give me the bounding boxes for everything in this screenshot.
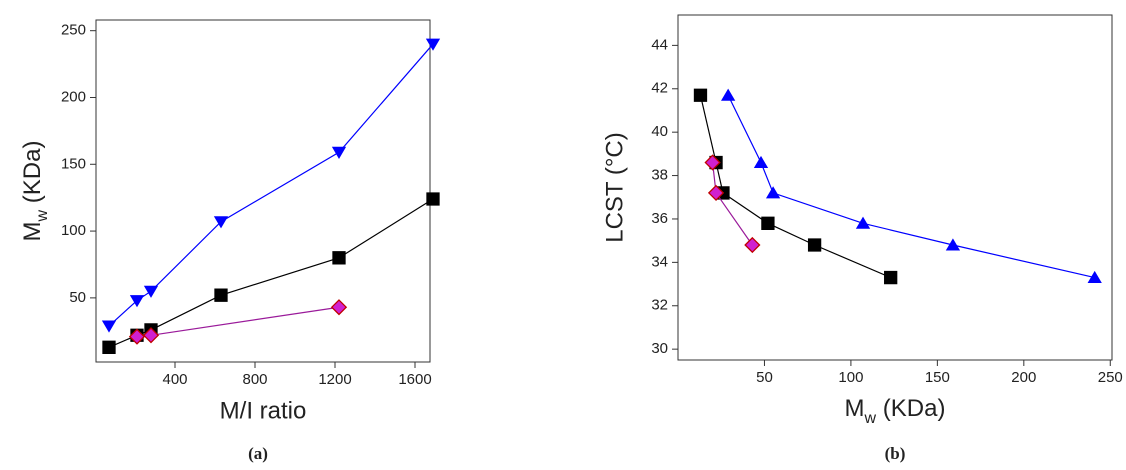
marker xyxy=(884,270,898,285)
marker xyxy=(143,285,159,298)
marker xyxy=(807,238,822,252)
x-axis-label-sub: w xyxy=(864,410,877,427)
y-tick-label: 40 xyxy=(651,123,668,140)
y-axis-label: LCST (°C) xyxy=(601,132,628,243)
plot-frame xyxy=(95,19,431,363)
y-axis-label-main: M xyxy=(19,221,46,241)
x-tick-label: 50 xyxy=(756,369,773,386)
marker xyxy=(945,238,961,251)
y-axis-label-sub: w xyxy=(34,209,51,222)
x-axis-label: M/I ratio xyxy=(220,397,307,424)
x-tick-label: 250 xyxy=(1098,369,1123,386)
series-line xyxy=(727,95,1095,279)
marker xyxy=(744,236,761,254)
marker xyxy=(214,288,228,302)
y-tick-label: 30 xyxy=(651,340,668,357)
marker xyxy=(129,295,145,308)
y-tick-label: 100 xyxy=(61,222,86,239)
y-tick-label: 250 xyxy=(61,22,86,39)
y-axis-label-rest: (KDa) xyxy=(19,141,46,210)
y-tick-label: 34 xyxy=(651,253,668,270)
x-tick-label: 1200 xyxy=(318,371,351,388)
plot-frame xyxy=(677,14,1113,361)
caption: (a) xyxy=(248,444,268,463)
x-axis-label: Mw (KDa) xyxy=(845,395,946,426)
y-tick-label: 150 xyxy=(61,155,86,172)
y-tick-label: 50 xyxy=(69,289,86,306)
x-tick-label: 1600 xyxy=(398,371,431,388)
marker xyxy=(693,88,708,102)
marker xyxy=(330,299,348,316)
marker xyxy=(128,328,146,345)
y-tick-label: 44 xyxy=(651,36,668,53)
x-axis-label-rest: (KDa) xyxy=(876,395,945,422)
marker xyxy=(142,327,160,344)
marker xyxy=(753,155,769,168)
marker xyxy=(855,216,871,229)
marker xyxy=(721,88,736,101)
y-tick-label: 200 xyxy=(61,88,86,105)
marker xyxy=(707,184,725,202)
marker xyxy=(1087,270,1102,283)
caption: (b) xyxy=(885,444,906,463)
marker xyxy=(101,320,117,333)
x-axis-label-main: M xyxy=(845,395,865,422)
y-tick-label: 36 xyxy=(651,210,668,227)
y-axis-label: Mw (KDa) xyxy=(19,141,50,242)
marker xyxy=(331,146,347,159)
series-line xyxy=(699,95,891,279)
x-tick-label: 150 xyxy=(925,369,950,386)
marker xyxy=(332,251,346,265)
marker xyxy=(102,340,116,354)
x-tick-label: 100 xyxy=(838,369,863,386)
marker xyxy=(761,216,775,230)
y-tick-label: 38 xyxy=(651,167,668,184)
x-tick-label: 800 xyxy=(242,371,267,388)
marker xyxy=(425,38,441,51)
series-line xyxy=(108,43,434,327)
x-tick-label: 400 xyxy=(162,371,187,388)
marker xyxy=(213,216,229,229)
x-tick-label: 200 xyxy=(1011,369,1036,386)
marker xyxy=(704,154,721,171)
marker xyxy=(765,186,781,199)
y-tick-label: 32 xyxy=(651,297,668,314)
y-tick-label: 42 xyxy=(651,80,668,97)
marker xyxy=(426,192,440,206)
